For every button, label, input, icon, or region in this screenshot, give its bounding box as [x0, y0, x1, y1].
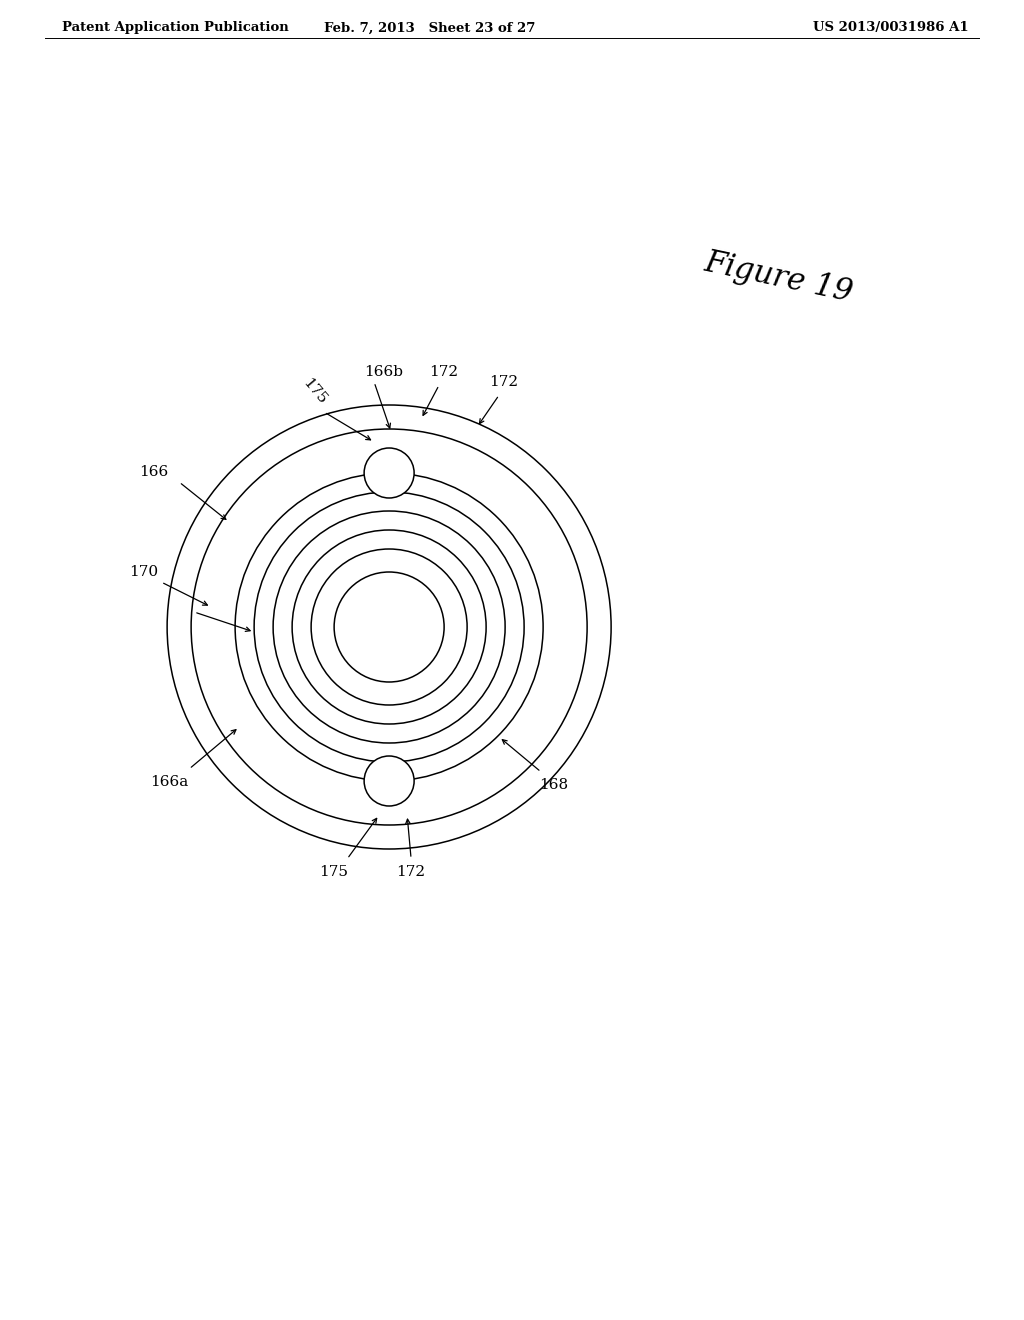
Text: 172: 172	[429, 366, 459, 379]
Text: Feb. 7, 2013   Sheet 23 of 27: Feb. 7, 2013 Sheet 23 of 27	[325, 21, 536, 34]
Text: 166b: 166b	[365, 366, 403, 379]
Text: Figure 19: Figure 19	[701, 247, 855, 308]
Text: 175: 175	[319, 865, 348, 879]
Text: 168: 168	[540, 777, 568, 792]
Text: 166: 166	[139, 465, 169, 479]
Text: 166a: 166a	[150, 775, 188, 789]
Text: 172: 172	[489, 375, 519, 389]
Text: US 2013/0031986 A1: US 2013/0031986 A1	[813, 21, 969, 34]
Text: 170: 170	[130, 565, 159, 579]
Text: Patent Application Publication: Patent Application Publication	[62, 21, 289, 34]
Circle shape	[365, 447, 414, 498]
Text: 172: 172	[396, 865, 426, 879]
Circle shape	[365, 756, 414, 807]
Text: 175: 175	[299, 376, 329, 408]
